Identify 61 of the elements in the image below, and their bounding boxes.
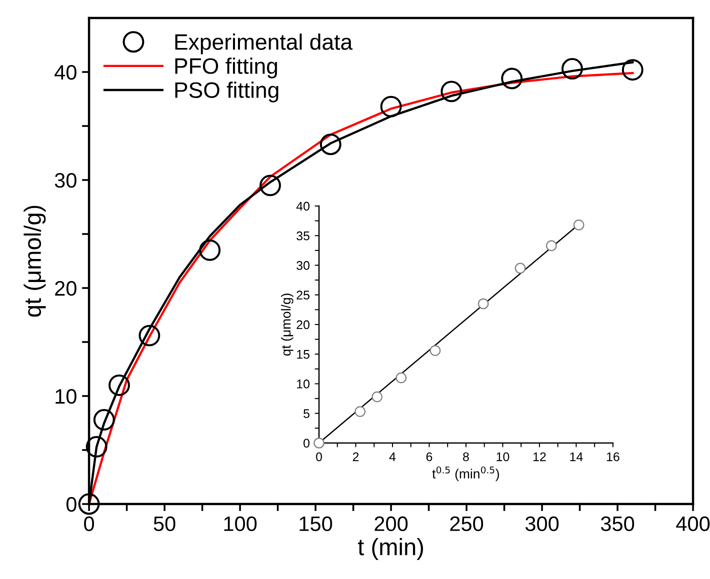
point [622,59,644,81]
point [573,220,584,230]
point [78,493,100,515]
point [501,68,523,90]
point [562,58,583,80]
x-tick-label: 100 [224,516,257,532]
x-tick-label: 400 [676,516,710,532]
x-tick-label: 350 [600,516,634,532]
y-tick-label: 25 [296,290,310,300]
x-tick-label: 0 [316,452,322,462]
y-tick-label: 10 [297,380,310,388]
point [86,436,108,458]
x-axis-title: t$^{0.5}$ (min$^{0.5}$) [432,466,499,482]
point [478,298,489,310]
point [320,134,342,156]
x-tick-label: 4 [389,452,396,462]
point [546,240,557,252]
legend-label: Experimental data [175,34,353,54]
x-tick-label: 0 [84,516,94,532]
x-tick-label: 16 [606,452,620,462]
x-tick-label: 8 [463,452,469,462]
point [514,262,526,274]
legend-label: PFO fitting [175,58,278,78]
x-tick-label: 250 [450,516,484,532]
y-tick-label: 40 [54,65,76,80]
y-tick-label: 20 [55,281,76,296]
x-tick-label: 300 [525,516,559,532]
y-tick-label: 40 [296,202,310,211]
point [138,324,160,346]
point [440,80,462,102]
y-tick-label: 30 [54,173,76,188]
x-tick-label: 12 [533,452,546,462]
x-tick-label: 14 [570,452,583,462]
x-tick-label: 10 [496,452,510,462]
y-tick-label: 35 [296,231,310,240]
y-tick-label: 30 [296,261,310,270]
point [380,96,402,118]
y-tick-label: 0 [304,438,310,448]
x-tick-label: 2 [352,452,359,462]
point [354,406,366,418]
point [199,239,221,261]
point [314,438,324,448]
x-axis-title: t (min) [358,538,424,560]
y-axis-title: qt (μmol/g) [24,206,46,317]
point [108,374,130,396]
x-tick-label: 6 [426,452,432,462]
x-tick-label: 150 [300,516,332,532]
point [396,372,407,384]
x-tick-label: 50 [154,516,176,532]
point [93,409,115,430]
x-tick-label: 200 [374,516,408,532]
point [372,391,383,402]
y-tick-label: 15 [297,350,310,359]
y-tick-label: 0 [66,497,76,512]
point [430,345,441,356]
y-tick-label: 20 [296,320,310,330]
y-tick-label: 10 [56,389,76,404]
y-tick-label: 5 [304,409,310,418]
y-axis-title: qt (μmol/g) [280,294,294,356]
legend-label: PSO fitting [175,82,278,102]
point [260,174,281,196]
